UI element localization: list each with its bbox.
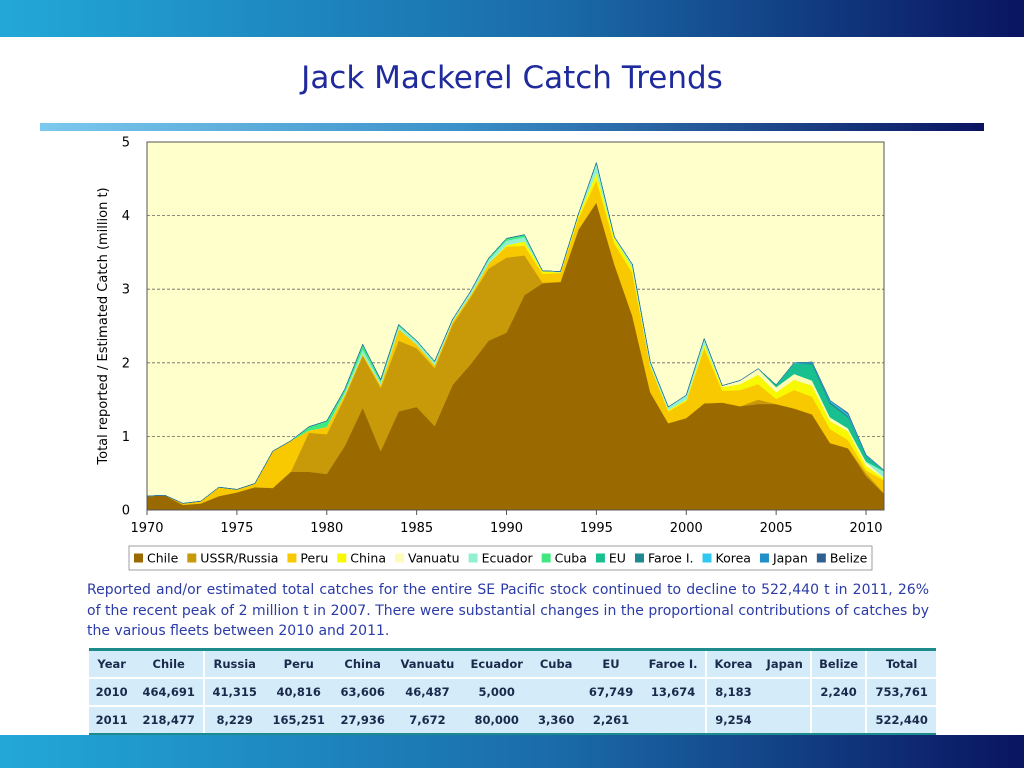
table-row: 2010 464,691 41,315 40,816 63,606 46,487… [89, 678, 936, 706]
table-cell: 2011 [95, 713, 128, 727]
x-tick-label: 2005 [760, 521, 793, 536]
catch-area-chart: 0 1 2 3 4 5 1970 1975 1980 1985 1990 1995 2000 2005 20… [96, 136, 885, 571]
table-cell: 13,674 [650, 685, 696, 699]
table-cell: 46,487 [405, 685, 450, 699]
y-tick-label: 3 [122, 283, 130, 298]
legend-swatch-ecuador [468, 553, 478, 563]
header-year: Year [97, 657, 126, 671]
table-cell [531, 678, 581, 706]
table-cell: 165,251 [272, 713, 325, 727]
table-cell: 2,261 [592, 713, 630, 727]
legend-label-vanuatu: Vanuatu [408, 551, 460, 566]
legend-label-chile: Chile [147, 551, 179, 566]
header-eu: EU [602, 657, 620, 671]
slide-title: Jack Mackerel Catch Trends [301, 60, 723, 96]
header-vanuatu: Vanuatu [400, 657, 455, 671]
legend-label-japan: Japan [772, 551, 808, 566]
table-cell: 40,816 [276, 685, 321, 699]
header-russia: Russia [202, 649, 265, 678]
table-cell: 80,000 [474, 713, 519, 727]
table-cell: 218,477 [142, 713, 195, 727]
y-tick-label: 4 [122, 209, 130, 224]
table-cell: 27,936 [340, 713, 385, 727]
legend-label-ussr-russia: USSR/Russia [200, 551, 278, 566]
y-tick-label: 0 [122, 504, 130, 519]
legend-swatch-cuba [541, 553, 551, 563]
legend-swatch-china [337, 553, 347, 563]
x-tick-label: 1980 [310, 521, 343, 536]
header-china: China [344, 657, 381, 671]
legend-swatch-korea [702, 553, 712, 563]
header-cuba: Cuba [539, 657, 573, 671]
table-cell: 41,315 [202, 678, 265, 706]
legend-swatch-eu [595, 553, 605, 563]
legend-swatch-ussr-russia [187, 553, 197, 563]
table-cell [641, 706, 707, 735]
legend-label-china: China [350, 551, 386, 566]
table-cell: 2010 [95, 685, 128, 699]
table-header-row: Year Chile Russia Peru China Vanuatu Ecu… [89, 649, 936, 678]
table-cell: 9,254 [705, 706, 760, 735]
legend-label-eu: EU [609, 551, 626, 566]
table-cell [809, 706, 867, 735]
table-cell: 8,229 [202, 706, 265, 735]
legend-swatch-chile [134, 553, 143, 563]
table-cell: 8,183 [705, 678, 760, 706]
legend-label-faroe-i: Faroe I. [648, 551, 694, 566]
catch-table: Year Chile Russia Peru China Vanuatu Ecu… [89, 648, 936, 736]
x-tick-label: 1990 [490, 521, 523, 536]
x-tick-label: 2010 [849, 521, 882, 536]
legend-label-peru: Peru [300, 551, 328, 566]
table-cell: 522,440 [865, 706, 936, 735]
legend-label-korea: Korea [716, 551, 751, 566]
table-cell: 3,360 [537, 713, 575, 727]
header-belize: Belize [809, 649, 867, 678]
table-cell [760, 678, 811, 706]
y-tick-label: 2 [122, 356, 130, 371]
top-banner [0, 0, 1024, 37]
x-tick-label: 1970 [130, 521, 163, 536]
legend-label-cuba: Cuba [555, 551, 587, 566]
header-japan: Japan [766, 657, 803, 671]
header-ecuador: Ecuador [470, 657, 523, 671]
header-total: Total [865, 649, 936, 678]
table-cell: 63,606 [340, 685, 385, 699]
plot-border [146, 141, 885, 511]
y-axis-label: Total reported / Estimated Catch (millio… [96, 187, 111, 465]
legend-swatch-japan [759, 553, 769, 563]
bottom-banner [0, 735, 1024, 768]
table-cell: 2,240 [809, 678, 867, 706]
y-tick-label: 5 [122, 136, 130, 151]
table-cell: 464,691 [142, 685, 195, 699]
table-row: 2011 218,477 8,229 165,251 27,936 7,672 … [89, 706, 936, 735]
x-tick-label: 1975 [220, 521, 253, 536]
header-chile: Chile [152, 657, 185, 671]
legend-swatch-faroe-i [634, 553, 644, 563]
header-peru: Peru [283, 657, 314, 671]
x-tick-label: 1995 [580, 521, 613, 536]
x-tick-label: 1985 [400, 521, 433, 536]
legend-box [128, 545, 873, 571]
legend-swatch-vanuatu [395, 553, 404, 563]
chart-caption: Reported and/or estimated total catches … [87, 582, 929, 639]
table-cell: 753,761 [865, 678, 936, 706]
y-tick-label: 1 [122, 430, 130, 445]
table-cell: 67,749 [588, 685, 634, 699]
legend-swatch-belize [816, 553, 826, 563]
table-cell: 7,672 [409, 713, 446, 727]
table-cell [760, 706, 811, 735]
title-underline [40, 123, 984, 131]
header-faroe: Faroe I. [648, 657, 698, 671]
table-cell: 5,000 [478, 685, 515, 699]
x-tick-label: 2000 [670, 521, 703, 536]
legend-label-ecuador: Ecuador [482, 551, 534, 566]
legend-label-belize: Belize [830, 551, 868, 566]
header-korea: Korea [705, 649, 760, 678]
legend-swatch-peru [287, 553, 297, 563]
